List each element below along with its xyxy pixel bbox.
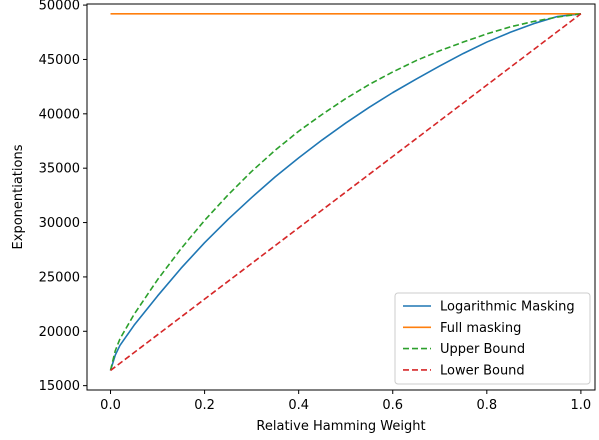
- x-tick-label: 0.8: [476, 398, 497, 413]
- series-line-4: [110, 13, 582, 372]
- series-line-3: [109, 12, 581, 371]
- legend-label-1: Logarithmic Masking: [440, 300, 575, 315]
- legend-box: [394, 292, 591, 385]
- y-tick-label: 50000: [39, 0, 80, 14]
- series-line-1: [109, 12, 581, 371]
- x-axis-label: Relative Hamming Weight: [256, 419, 425, 434]
- legend: Logarithmic Masking Full masking Upper Bou…: [394, 292, 591, 385]
- x-tick-label: 1.0: [571, 398, 592, 413]
- x-tick-label: 0.4: [288, 398, 309, 413]
- legend-label-4: Lower Bound: [440, 363, 525, 378]
- x-axis-ticks: 0.0 0.2 0.4 0.6 0.8 1.0: [100, 390, 591, 413]
- y-tick-label: 15000: [39, 379, 80, 394]
- y-tick-label: 25000: [39, 270, 80, 285]
- x-tick-label: 0.6: [382, 398, 403, 413]
- y-tick-label: 45000: [39, 53, 80, 68]
- y-axis-label: Exponentiations: [11, 144, 26, 249]
- y-axis-ticks: 15000 20000 25000 30000 35000 40000 45000 50000: [39, 0, 87, 394]
- y-tick-label: 40000: [39, 107, 80, 122]
- y-tick-label: 30000: [39, 216, 80, 231]
- plot-frame: [86, 3, 596, 391]
- y-tick-label: 20000: [39, 325, 80, 340]
- legend-label-2: Full masking: [440, 321, 521, 336]
- x-tick-label: 0.2: [194, 398, 215, 413]
- series-layer: [109, 12, 582, 372]
- x-tick-label: 0.0: [100, 398, 121, 413]
- legend-label-3: Upper Bound: [440, 342, 525, 357]
- y-tick-label: 35000: [39, 162, 80, 177]
